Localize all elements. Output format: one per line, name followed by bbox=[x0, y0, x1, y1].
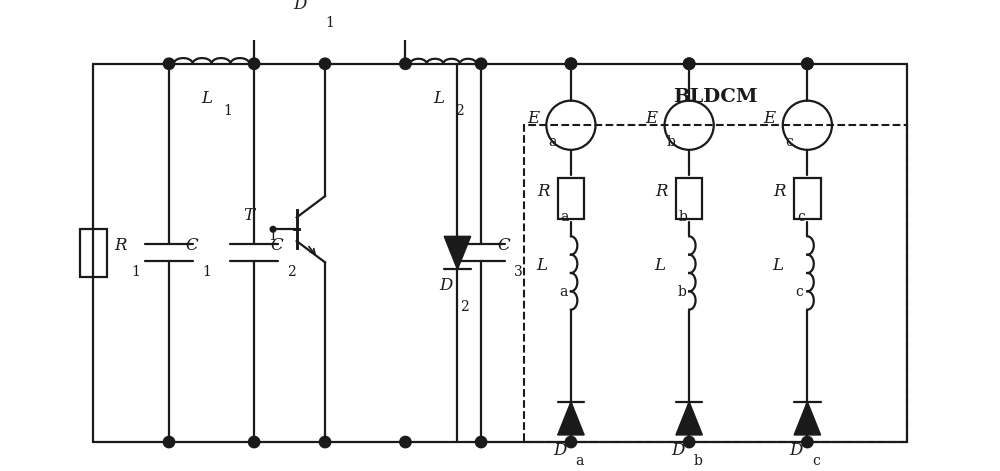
Bar bbox=[558, 179, 584, 219]
Circle shape bbox=[683, 58, 695, 69]
Bar bbox=[676, 179, 702, 219]
Circle shape bbox=[319, 58, 331, 69]
Text: b: b bbox=[667, 135, 676, 149]
Bar bbox=[80, 229, 107, 276]
Circle shape bbox=[683, 58, 695, 69]
Text: D: D bbox=[671, 442, 684, 459]
Circle shape bbox=[400, 436, 411, 448]
Text: D: D bbox=[439, 277, 453, 294]
Circle shape bbox=[163, 436, 175, 448]
Circle shape bbox=[400, 58, 411, 69]
Circle shape bbox=[565, 58, 577, 69]
Text: T: T bbox=[243, 207, 254, 224]
Text: D: D bbox=[553, 442, 566, 459]
Circle shape bbox=[565, 58, 577, 69]
Text: a: a bbox=[576, 454, 584, 468]
Circle shape bbox=[270, 227, 276, 232]
Circle shape bbox=[565, 436, 577, 448]
Bar bbox=[794, 179, 821, 219]
Text: E: E bbox=[645, 110, 657, 127]
Text: L: L bbox=[201, 90, 212, 107]
Text: 1: 1 bbox=[131, 265, 140, 279]
Text: R: R bbox=[774, 183, 786, 200]
Text: c: c bbox=[812, 454, 820, 468]
Polygon shape bbox=[676, 402, 702, 435]
Text: L: L bbox=[655, 258, 666, 275]
Circle shape bbox=[248, 436, 260, 448]
Circle shape bbox=[802, 58, 813, 69]
Text: 2: 2 bbox=[460, 300, 469, 314]
Text: b: b bbox=[679, 211, 688, 224]
Polygon shape bbox=[794, 402, 821, 435]
Text: R: R bbox=[655, 183, 668, 200]
Text: 2: 2 bbox=[455, 104, 464, 118]
Text: 1: 1 bbox=[223, 104, 232, 118]
Text: R: R bbox=[537, 183, 550, 200]
Text: 1: 1 bbox=[268, 229, 277, 243]
Circle shape bbox=[802, 58, 813, 69]
Circle shape bbox=[163, 58, 175, 69]
Text: BLDCM: BLDCM bbox=[673, 88, 757, 106]
Text: 1: 1 bbox=[325, 16, 334, 31]
Text: c: c bbox=[797, 211, 805, 224]
Bar bbox=[524, 125, 907, 442]
Polygon shape bbox=[313, 8, 346, 34]
Text: L: L bbox=[536, 258, 547, 275]
Text: c: c bbox=[796, 285, 803, 299]
Text: 2: 2 bbox=[287, 265, 296, 279]
Circle shape bbox=[319, 436, 331, 448]
Text: E: E bbox=[764, 110, 776, 127]
Text: a: a bbox=[561, 211, 569, 224]
Circle shape bbox=[248, 58, 260, 69]
Text: 3: 3 bbox=[514, 265, 523, 279]
Text: a: a bbox=[559, 285, 567, 299]
Text: b: b bbox=[677, 285, 686, 299]
Circle shape bbox=[802, 436, 813, 448]
Text: R: R bbox=[115, 237, 127, 254]
Text: 1: 1 bbox=[202, 265, 211, 279]
Text: D: D bbox=[789, 442, 803, 459]
Text: L: L bbox=[433, 90, 444, 107]
Text: a: a bbox=[549, 135, 557, 149]
Text: D: D bbox=[293, 0, 306, 13]
Circle shape bbox=[683, 436, 695, 448]
Circle shape bbox=[475, 58, 487, 69]
Text: C: C bbox=[498, 237, 510, 254]
Text: L: L bbox=[773, 258, 784, 275]
Text: E: E bbox=[527, 110, 539, 127]
Polygon shape bbox=[558, 402, 584, 435]
Circle shape bbox=[475, 436, 487, 448]
Text: b: b bbox=[694, 454, 703, 468]
Text: c: c bbox=[785, 135, 793, 149]
Text: C: C bbox=[271, 237, 283, 254]
Polygon shape bbox=[444, 236, 471, 269]
Text: C: C bbox=[186, 237, 198, 254]
